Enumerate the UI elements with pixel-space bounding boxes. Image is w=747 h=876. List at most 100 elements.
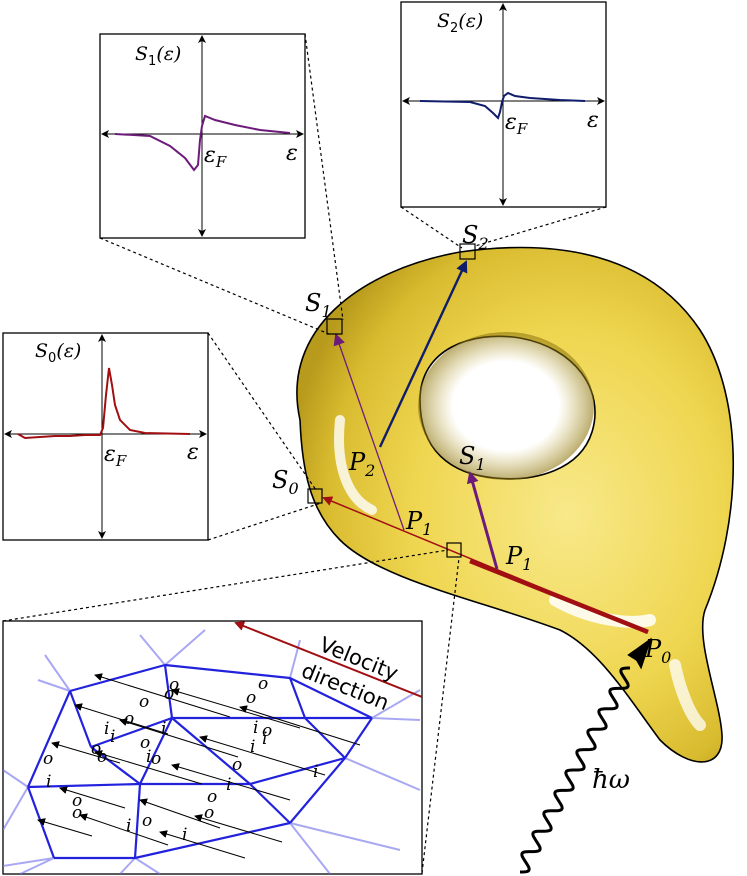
inset-i-label: i: [253, 718, 258, 738]
inset-o-label: o: [204, 803, 214, 823]
lattice-edge: [163, 664, 174, 719]
inset-i-label: i: [46, 772, 51, 792]
lattice-edge: [27, 782, 141, 789]
fermi-surface: [296, 246, 735, 763]
inset-i-label: i: [146, 747, 151, 767]
lattice-edge-faint: [344, 757, 421, 791]
point-labels: S1 S2 S0 S1 P2 P1 P1 P0: [272, 221, 671, 667]
lattice-edge-faint: [289, 639, 301, 679]
transmission-arrow: [37, 818, 93, 837]
inset-o-label: o: [232, 755, 242, 775]
lattice-edge-faint: [139, 634, 166, 666]
transmission-arrow: [239, 705, 361, 746]
inset-o-label: o: [91, 739, 101, 759]
inset-i-label: i: [110, 727, 115, 747]
inset-o-label: o: [262, 721, 272, 741]
inset-o-label: o: [169, 675, 179, 695]
label-p2: P2: [348, 448, 375, 480]
inset-i-label: i: [226, 775, 231, 795]
photon-label: ħω: [592, 765, 630, 795]
inset-o-label: o: [72, 803, 82, 823]
transmission-arrow: [59, 786, 126, 809]
lattice-edge: [171, 717, 251, 785]
plot-s1-title: S1(ε): [135, 43, 181, 69]
lattice-edge-faint: [37, 679, 71, 692]
plot-s2-curve: [419, 91, 586, 120]
transmission-arrow: [171, 763, 291, 801]
trajectory-arrows: [322, 260, 649, 635]
lattice-edge: [344, 717, 373, 759]
lattice-edge: [69, 663, 166, 693]
inset-o-label: o: [139, 692, 149, 712]
point-markers: [307, 243, 476, 558]
label-s2: S2: [462, 221, 489, 253]
plot-s2-ef: εF: [505, 110, 528, 138]
lattice-edge-faint: [371, 689, 421, 719]
transmission-arrow: [139, 798, 221, 829]
lattice-edge-faint: [164, 629, 206, 666]
lattice-edge: [133, 783, 142, 859]
plot-s1-eps: ε: [286, 141, 298, 166]
inset-o-label: o: [151, 749, 161, 769]
lattice-edge: [288, 677, 307, 719]
lattice-edge: [164, 663, 291, 680]
transmission-arrow: [194, 814, 283, 843]
plot-s0-eps: ε: [187, 440, 199, 465]
inset-i-label: i: [104, 719, 109, 739]
lattice-edges: [26, 663, 373, 860]
lattice-edge-faint: [3, 857, 55, 867]
plot-s1: S1(ε) εF ε: [99, 33, 306, 239]
lattice-edge-faint: [44, 654, 71, 692]
plot-s0-title: S0(ε): [35, 340, 81, 366]
plot-s0-ef: εF: [104, 442, 127, 470]
inset-o-label: o: [72, 791, 82, 811]
plot-s2-title: S2(ε): [437, 10, 483, 36]
inset-o-label: o: [124, 709, 134, 729]
lattice-edge: [134, 821, 291, 860]
plot-s0-curve: [17, 367, 191, 440]
inset-o-label: o: [142, 811, 152, 831]
lattice-edge: [139, 717, 173, 785]
lattice-edge: [26, 690, 72, 788]
lattice-edge-faint: [119, 857, 136, 874]
plot-s1-ef: εF: [204, 143, 227, 171]
plot-s2-eps: ε: [587, 108, 599, 133]
lattice-edge-faint: [19, 857, 55, 874]
inset-o-label: o: [97, 747, 107, 767]
lattice-edge: [68, 690, 93, 748]
transmission-arrow: [119, 718, 239, 758]
plot-s2: S2(ε) εF ε: [400, 1, 607, 208]
inset-o-label: o: [140, 733, 150, 753]
photon: ħω: [520, 637, 652, 874]
inset-o-label: o: [43, 749, 53, 769]
label-p0: P0: [644, 635, 671, 667]
inset-i-label: i: [313, 762, 318, 782]
transmission-arrow: [171, 688, 301, 729]
plot-s1-curve: [114, 114, 291, 172]
inset-i-label: i: [161, 719, 166, 739]
inset-i-label: i: [262, 729, 267, 749]
transmission-arrow: [79, 813, 169, 846]
inset-o-label: o: [207, 787, 217, 807]
label-s1-inner: S1: [459, 442, 486, 474]
lattice-edge-faint: [134, 857, 161, 874]
lattice-edge-faint: [289, 822, 331, 874]
transmission-arrow: [94, 673, 231, 718]
inset-i-label: i: [182, 825, 187, 845]
transmission-arrow: [94, 750, 203, 785]
lattice-edge-faint: [289, 822, 401, 851]
lattice-edge: [249, 756, 346, 786]
lattice-edge: [289, 757, 346, 824]
lattice-edge-faint: [3, 786, 29, 831]
lattice-edge: [289, 677, 373, 719]
lattice-faint-edges: [3, 629, 421, 874]
connector-lines: [2, 33, 607, 874]
transmission-arrow: [159, 830, 246, 859]
lattice-edge: [304, 717, 346, 759]
label-s1-left: S1: [305, 289, 332, 321]
lattice-edge-faint: [371, 717, 421, 721]
